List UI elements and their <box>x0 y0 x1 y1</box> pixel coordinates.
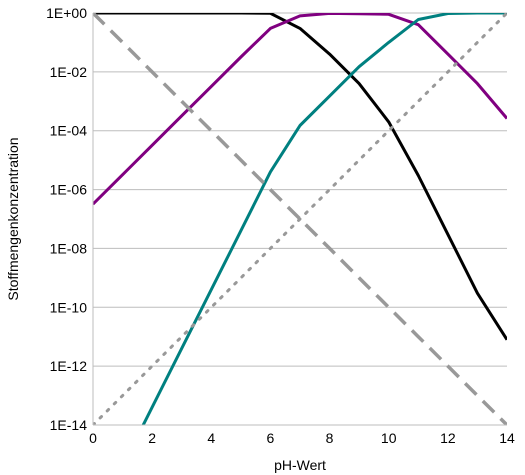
y-tick-label: 1E-04 <box>50 123 88 139</box>
x-tick-label: 12 <box>440 430 456 446</box>
x-tick-label: 10 <box>381 430 397 446</box>
y-axis-title: Stoffmengenkonzentration <box>5 137 21 300</box>
y-tick-label: 1E-02 <box>50 64 88 80</box>
x-tick-label: 0 <box>89 430 97 446</box>
y-tick-labels: 1E-14 1E-12 1E-10 1E-08 1E-06 1E-04 1E-02 1E+00 <box>46 5 87 433</box>
series-line-3 <box>141 13 507 425</box>
series-line-4 <box>93 13 507 425</box>
y-tick-label: 1E-14 <box>50 417 88 433</box>
series-line-1 <box>93 13 507 341</box>
grid <box>93 12 507 426</box>
y-tick-label: 1E-12 <box>50 358 88 374</box>
series-lines <box>93 13 507 425</box>
series-line-2 <box>93 13 507 206</box>
x-tick-label: 2 <box>148 430 156 446</box>
x-tick-labels: 0 2 4 6 8 10 12 14 <box>89 430 515 446</box>
series-line-5 <box>93 13 507 425</box>
y-tick-label: 1E-06 <box>50 182 88 198</box>
x-tick-label: 6 <box>267 430 275 446</box>
x-axis-title: pH-Wert <box>274 457 326 473</box>
x-tick-label: 8 <box>326 430 334 446</box>
y-tick-label: 1E-10 <box>50 299 88 315</box>
plot-frame <box>92 13 507 426</box>
y-tick-label: 1E-08 <box>50 240 88 256</box>
y-tick-label: 1E+00 <box>46 5 87 21</box>
x-tick-label: 4 <box>207 430 215 446</box>
x-tick-label: 14 <box>499 430 515 446</box>
